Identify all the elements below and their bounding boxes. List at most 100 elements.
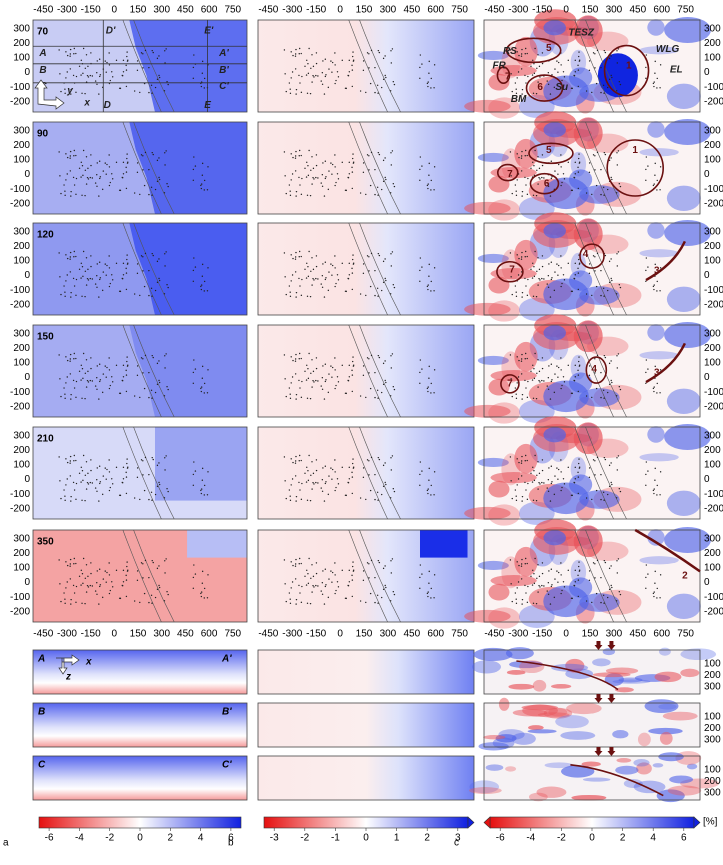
station xyxy=(295,456,296,457)
station xyxy=(561,283,562,284)
station xyxy=(620,389,621,390)
station xyxy=(619,591,620,592)
x-tick-label: -150 xyxy=(81,5,101,16)
station xyxy=(525,460,526,461)
station xyxy=(427,596,428,597)
station xyxy=(204,392,205,393)
station xyxy=(97,60,98,61)
station xyxy=(123,365,124,366)
station xyxy=(80,481,81,482)
station xyxy=(428,591,429,592)
anomaly-blob xyxy=(488,402,520,423)
station xyxy=(367,52,368,53)
station xyxy=(295,93,296,94)
y-tick-label: 300 xyxy=(13,430,30,441)
station xyxy=(363,263,364,264)
station xyxy=(352,272,353,273)
station xyxy=(295,563,296,564)
station xyxy=(157,261,158,262)
station xyxy=(158,462,159,463)
station xyxy=(81,263,82,264)
station xyxy=(313,381,314,382)
station xyxy=(517,179,518,180)
x-tick-label: -150 xyxy=(532,5,552,16)
anomaly-label: TESZ xyxy=(568,28,594,39)
depth-label: 150 xyxy=(37,332,54,343)
station xyxy=(207,574,208,575)
station xyxy=(620,84,621,85)
station xyxy=(86,54,87,55)
station xyxy=(377,398,378,399)
map-bg xyxy=(258,325,474,417)
station xyxy=(166,183,167,184)
station xyxy=(165,251,166,252)
station xyxy=(542,255,543,256)
station xyxy=(119,393,120,394)
station xyxy=(84,398,85,399)
station xyxy=(99,483,100,484)
station xyxy=(109,166,110,167)
station xyxy=(137,580,138,581)
plate-arrow xyxy=(607,747,615,756)
station xyxy=(521,358,522,359)
station xyxy=(433,87,434,88)
station xyxy=(127,467,128,468)
station xyxy=(134,497,135,498)
station xyxy=(525,563,526,564)
station xyxy=(204,588,205,589)
station xyxy=(295,398,296,399)
station xyxy=(548,287,549,288)
depth-label: 90 xyxy=(37,129,49,140)
station xyxy=(560,154,561,155)
station xyxy=(385,177,386,178)
station xyxy=(597,560,598,561)
station xyxy=(560,64,561,65)
station xyxy=(88,279,89,280)
station xyxy=(85,271,86,272)
station xyxy=(81,365,82,366)
station xyxy=(522,496,523,497)
station xyxy=(368,169,369,170)
station xyxy=(202,264,203,265)
x-tick-label: -150 xyxy=(532,629,552,640)
station xyxy=(654,284,655,285)
station xyxy=(365,295,366,296)
station xyxy=(420,359,421,360)
station xyxy=(653,596,654,597)
station xyxy=(385,278,386,279)
station xyxy=(301,76,302,77)
station xyxy=(59,175,60,176)
station xyxy=(352,158,353,159)
station xyxy=(158,565,159,566)
station xyxy=(577,268,578,269)
station xyxy=(594,358,595,359)
station xyxy=(301,397,302,398)
station xyxy=(428,276,429,277)
station xyxy=(70,354,71,355)
station xyxy=(96,479,97,480)
station xyxy=(88,178,89,179)
station xyxy=(167,287,168,288)
y-tick-label: 100 xyxy=(13,155,30,166)
station xyxy=(352,289,353,290)
station xyxy=(290,296,291,297)
y-tick-label: 100 xyxy=(704,256,721,267)
station xyxy=(109,369,110,370)
station xyxy=(532,60,533,61)
station xyxy=(96,377,97,378)
station xyxy=(334,357,335,358)
x-tick-label: 450 xyxy=(177,5,194,16)
station xyxy=(299,563,300,564)
station xyxy=(337,581,338,582)
station xyxy=(563,581,564,582)
station xyxy=(603,93,604,94)
station xyxy=(521,252,522,253)
station xyxy=(295,195,296,196)
station xyxy=(393,81,394,82)
station xyxy=(568,60,569,61)
station xyxy=(560,286,561,287)
station xyxy=(561,182,562,183)
station xyxy=(383,589,384,590)
station xyxy=(352,566,353,567)
station xyxy=(383,363,384,364)
